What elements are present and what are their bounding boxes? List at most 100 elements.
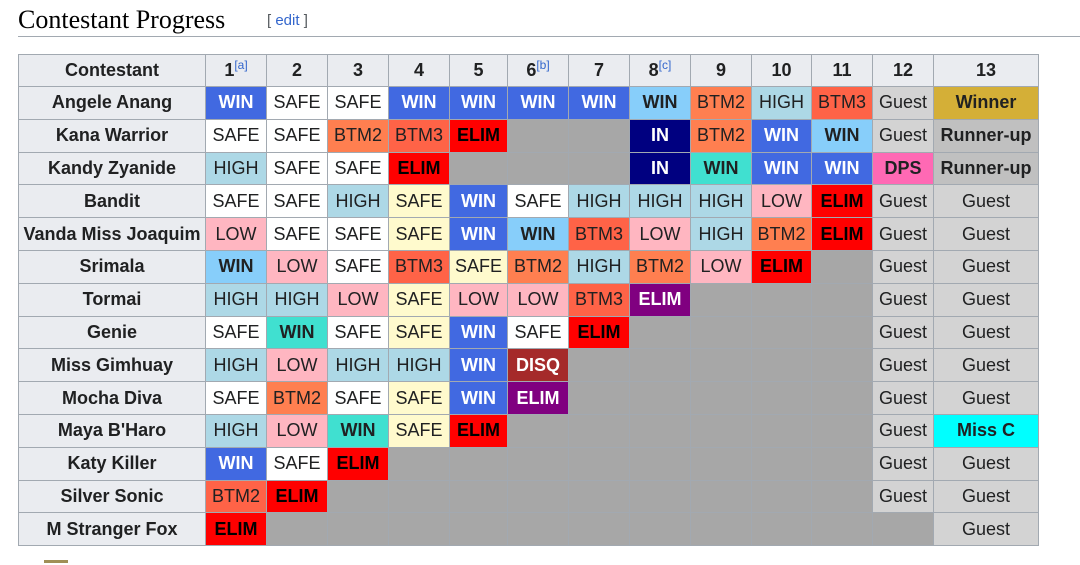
empty-cell xyxy=(568,118,630,153)
episode-header-6: 6[b] xyxy=(507,54,569,87)
empty-cell xyxy=(811,249,873,284)
table-row: Genie SAFE WIN SAFE SAFE WIN SAFE ELIM Guest Gues… xyxy=(18,315,1039,350)
edit-bracket-open: [ xyxy=(267,12,276,29)
empty-cell xyxy=(629,512,691,547)
result-cell: HIGH xyxy=(629,184,691,219)
result-cell: BTM2 xyxy=(205,479,267,514)
result-cell: ELIM xyxy=(629,282,691,317)
empty-cell xyxy=(751,282,812,317)
result-cell: WIN xyxy=(449,86,508,120)
header-row: Contestant 1[a] 2 3 4 5 6[b] 7 8[c] 9 10 11 12 13 xyxy=(18,54,1039,87)
episode-header-5: 5 xyxy=(449,54,508,87)
footnote-link[interactable]: [c] xyxy=(658,58,672,72)
result-cell: WIN xyxy=(811,118,873,153)
episode-number: 9 xyxy=(715,60,726,80)
result-cell: ELIM xyxy=(266,479,328,514)
result-cell: ELIM xyxy=(568,315,630,350)
empty-cell xyxy=(507,479,569,514)
result-cell: WIN xyxy=(449,381,508,415)
empty-cell xyxy=(327,479,389,514)
result-cell: WIN xyxy=(568,86,630,120)
edit-bracket-close: ] xyxy=(299,12,308,29)
result-cell: WIN xyxy=(205,249,267,284)
empty-cell xyxy=(751,381,812,415)
result-cell: BTM3 xyxy=(388,249,450,284)
empty-cell xyxy=(568,413,630,448)
result-cell: Guest xyxy=(933,381,1039,415)
episode-number: 6 xyxy=(526,60,537,80)
empty-cell xyxy=(568,151,630,186)
empty-cell xyxy=(690,413,752,448)
result-cell: ELIM xyxy=(388,151,450,186)
empty-cell xyxy=(811,282,873,317)
footnote-link[interactable]: [b] xyxy=(536,58,550,72)
result-cell: WIN xyxy=(449,217,508,251)
table-row: Kandy Zyanide HIGH SAFE SAFE ELIM IN WIN WIN WIN… xyxy=(18,151,1039,186)
result-cell: Guest xyxy=(872,249,934,284)
empty-cell xyxy=(629,315,691,350)
empty-cell xyxy=(507,118,569,153)
result-cell: Miss C xyxy=(933,413,1039,448)
result-cell: BTM2 xyxy=(266,381,328,415)
result-cell: Winner xyxy=(933,86,1039,120)
result-cell: Guest xyxy=(933,348,1039,383)
footnote-link[interactable]: [a] xyxy=(234,58,248,72)
edit-link[interactable]: edit xyxy=(275,12,300,29)
result-cell: SAFE xyxy=(266,217,328,251)
contestant-name: Srimala xyxy=(18,249,206,284)
empty-cell xyxy=(811,348,873,383)
episode-header-9: 9 xyxy=(690,54,752,87)
empty-cell xyxy=(449,151,508,186)
empty-cell xyxy=(629,348,691,383)
empty-cell xyxy=(811,446,873,481)
result-cell: SAFE xyxy=(327,151,389,186)
empty-cell xyxy=(751,512,812,547)
result-cell: WIN xyxy=(449,184,508,219)
table-row: M Stranger Fox ELIM Guest xyxy=(18,512,1039,547)
result-cell: LOW xyxy=(266,249,328,284)
result-cell: LOW xyxy=(327,282,389,317)
result-cell: SAFE xyxy=(266,446,328,481)
result-cell: ELIM xyxy=(811,217,873,251)
contestant-name: M Stranger Fox xyxy=(18,512,206,547)
result-cell: Guest xyxy=(933,282,1039,317)
result-cell: Guest xyxy=(872,315,934,350)
empty-cell xyxy=(690,479,752,514)
result-cell: LOW xyxy=(629,217,691,251)
contestant-name: Katy Killer xyxy=(18,446,206,481)
result-cell: WIN xyxy=(388,86,450,120)
empty-cell xyxy=(629,446,691,481)
episode-number: 13 xyxy=(975,60,997,80)
table-row: Vanda Miss Joaquim LOW SAFE SAFE SAFE WIN WIN B… xyxy=(18,217,1039,251)
episode-number: 11 xyxy=(832,60,852,80)
result-cell: LOW xyxy=(690,249,752,284)
empty-cell xyxy=(266,512,328,547)
result-cell: Guest xyxy=(872,282,934,317)
empty-cell xyxy=(690,348,752,383)
episode-header-7: 7 xyxy=(568,54,630,87)
episode-header-2: 2 xyxy=(266,54,328,87)
result-cell: WIN xyxy=(811,151,873,186)
result-cell: HIGH xyxy=(327,348,389,383)
empty-cell xyxy=(507,413,569,448)
result-cell: Guest xyxy=(933,217,1039,251)
result-cell: Guest xyxy=(872,348,934,383)
empty-cell xyxy=(751,413,812,448)
result-cell: LOW xyxy=(507,282,569,317)
episode-number: 3 xyxy=(352,60,363,80)
result-cell: WIN xyxy=(205,446,267,481)
contestant-name: Kana Warrior xyxy=(18,118,206,153)
result-cell: HIGH xyxy=(327,184,389,219)
empty-cell xyxy=(507,151,569,186)
result-cell: WIN xyxy=(629,86,691,120)
result-cell: DPS xyxy=(872,151,934,186)
contestant-name: Bandit xyxy=(18,184,206,219)
contestant-name: Silver Sonic xyxy=(18,479,206,514)
result-cell: ELIM xyxy=(751,249,812,284)
episode-number: 8 xyxy=(648,60,659,80)
empty-cell xyxy=(811,512,873,547)
result-cell: Guest xyxy=(933,184,1039,219)
empty-cell xyxy=(811,413,873,448)
table-row: Tormai HIGH HIGH LOW SAFE LOW LOW BTM3 ELIM Guest… xyxy=(18,282,1039,317)
empty-cell xyxy=(568,479,630,514)
